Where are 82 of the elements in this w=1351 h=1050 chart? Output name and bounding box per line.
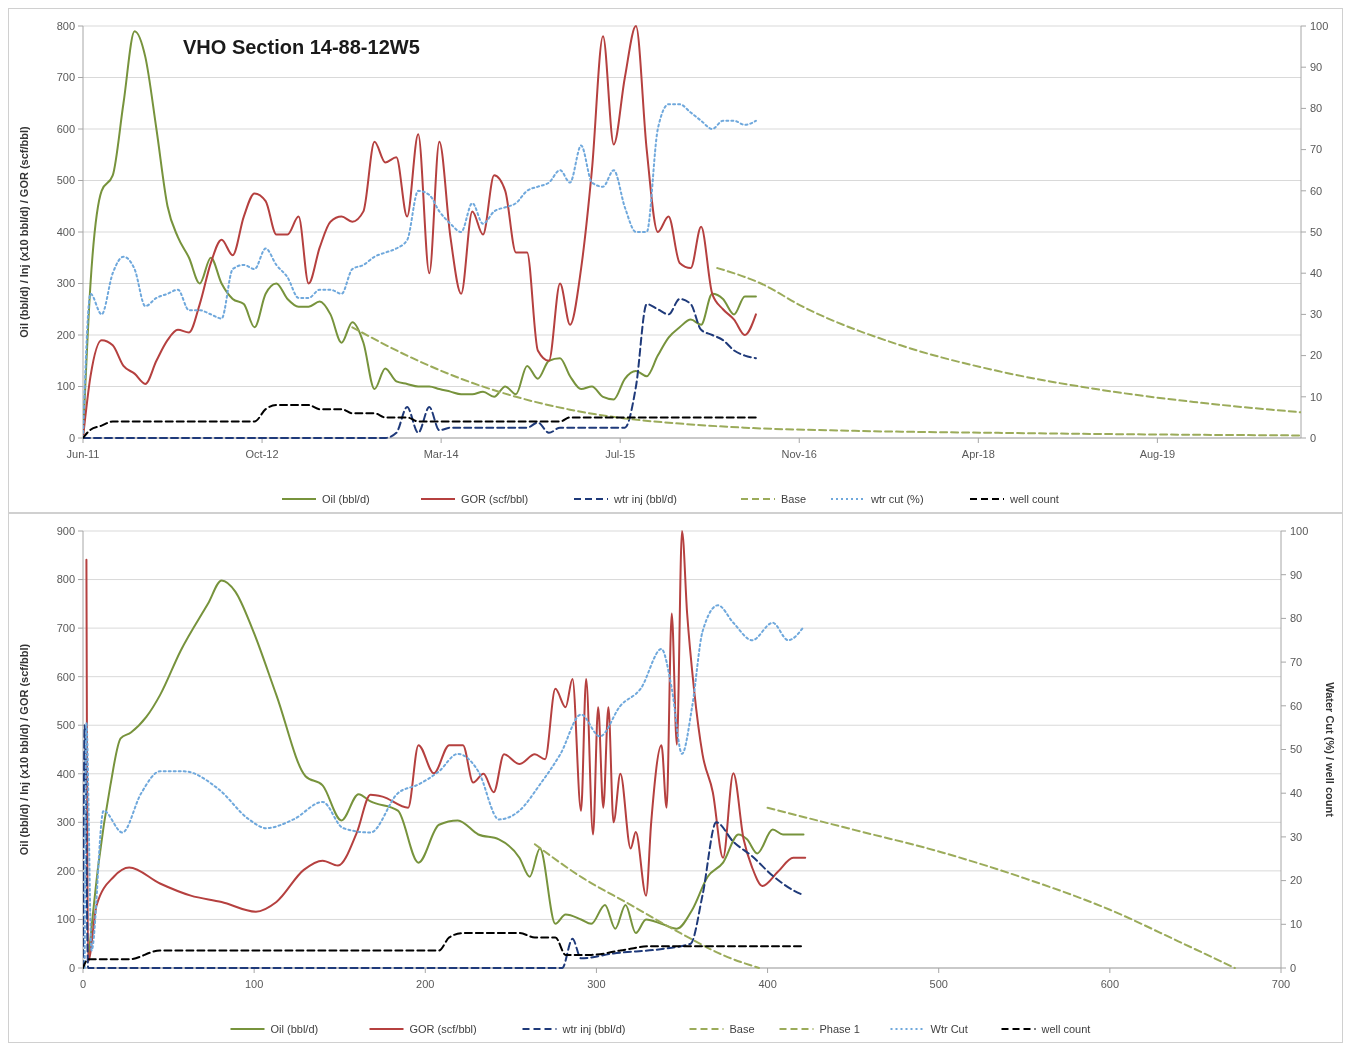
x-tick-label: 400: [758, 978, 777, 990]
x-tick-label: 500: [929, 978, 948, 990]
x-tick-label: 200: [416, 978, 435, 990]
x-tick-label: 600: [1100, 978, 1120, 990]
x-tick-label: 700: [1271, 978, 1291, 990]
legend-label: wtr inj (bbl/d): [561, 1022, 626, 1035]
legend-label: well count: [1040, 1022, 1091, 1035]
legend-label: Base: [729, 1022, 755, 1035]
legend-label: GOR (scf/bbl): [461, 492, 529, 505]
y-tick-label: 100: [56, 380, 75, 393]
y-axis-title: Oil (bbl/d) / Inj (x10 bbl/d) / GOR (scf/bbl): [18, 643, 30, 856]
y2-tick-label: 60: [1290, 699, 1303, 712]
legend-label: Base: [781, 492, 807, 505]
y2-tick-label: 70: [1290, 655, 1303, 668]
y-tick-label: 200: [56, 864, 75, 877]
y-tick-label: 800: [56, 573, 75, 586]
y-tick-label: 100: [56, 913, 75, 926]
x-tick-label: Jul-15: [605, 448, 636, 460]
line-series: [766, 806, 1236, 969]
y-tick-label: 0: [68, 431, 75, 444]
line-series: [83, 297, 757, 439]
legend-label: Oil (bbl/d): [322, 492, 370, 505]
x-tick-label: Oct-12: [245, 448, 279, 460]
y2-axis-title: Water Cut (%) / well count: [1324, 682, 1336, 818]
y-tick-label: 0: [68, 961, 75, 974]
y2-tick-label: 10: [1310, 390, 1323, 403]
y-tick-label: 400: [56, 225, 75, 238]
y2-tick-label: 40: [1290, 787, 1303, 800]
y2-tick-label: 70: [1310, 143, 1323, 156]
legend-label: Oil (bbl/d): [270, 1022, 319, 1035]
x-tick-label: 0: [79, 978, 87, 990]
y2-tick-label: 60: [1310, 184, 1323, 197]
y-tick-label: 300: [56, 277, 75, 290]
y-tick-label: 700: [56, 621, 75, 634]
y2-tick-label: 80: [1310, 102, 1323, 115]
legend-label: wtr cut (%): [870, 492, 924, 505]
x-tick-label: 100: [244, 978, 264, 990]
legend-label: well count: [1009, 492, 1059, 505]
x-tick-label: Nov-16: [781, 448, 817, 460]
y-tick-label: 500: [56, 174, 75, 187]
y-tick-label: 500: [56, 719, 75, 732]
line-series: [83, 724, 805, 969]
y2-tick-label: 80: [1290, 612, 1303, 625]
y-tick-label: 400: [56, 767, 75, 780]
y2-tick-label: 100: [1290, 524, 1309, 537]
y-tick-label: 300: [56, 816, 75, 829]
line-series: [83, 404, 757, 439]
x-tick-label: 300: [587, 978, 606, 990]
legend-label: Phase 1: [819, 1022, 860, 1035]
y-tick-label: 200: [56, 328, 75, 341]
y2-tick-label: 90: [1310, 61, 1323, 74]
line-series: [83, 103, 757, 439]
line-series: [716, 267, 1301, 414]
y-axis-title: Oil (bbl/d) / Inj (x10 bbl/d) / GOR (scf/bbl): [18, 125, 30, 338]
x-tick-label: Jun-11: [66, 448, 100, 460]
y-tick-label: 800: [56, 19, 75, 32]
y2-tick-label: 20: [1310, 349, 1323, 362]
text: VHO Section 14-88-12W5: [183, 36, 420, 58]
y2-tick-label: 50: [1310, 225, 1323, 238]
y-tick-label: 900: [56, 524, 75, 537]
legend-label: Wtr Cut: [930, 1022, 968, 1035]
y-tick-label: 700: [56, 71, 75, 84]
y2-tick-label: 30: [1290, 830, 1303, 843]
y2-tick-label: 20: [1290, 874, 1303, 887]
line-series: [83, 932, 805, 969]
y2-tick-label: 100: [1310, 19, 1329, 32]
x-tick-label: Apr-18: [961, 448, 995, 460]
y-tick-label: 600: [56, 122, 75, 135]
y2-tick-label: 30: [1310, 308, 1323, 321]
line-series: [351, 326, 1301, 437]
y-tick-label: 600: [56, 670, 75, 683]
x-tick-label: Mar-14: [423, 448, 459, 460]
y2-tick-label: 10: [1290, 918, 1303, 931]
x-tick-label: Aug-19: [1139, 448, 1176, 460]
y2-tick-label: 0: [1310, 431, 1317, 444]
y2-tick-label: 0: [1290, 961, 1297, 974]
y2-tick-label: 50: [1290, 743, 1303, 756]
line-series: [533, 843, 761, 969]
legend-label: GOR (scf/bbl): [409, 1022, 477, 1035]
legend-label: wtr inj (bbl/d): [613, 492, 677, 505]
y2-tick-label: 40: [1310, 267, 1323, 280]
y2-tick-label: 90: [1290, 568, 1303, 581]
